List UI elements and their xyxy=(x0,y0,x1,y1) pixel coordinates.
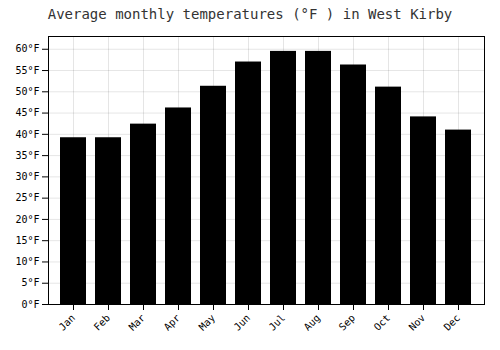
html-text:Average monthly temperatures (: Average monthly temperatures (°F ) in We… xyxy=(47,6,453,22)
svg-text:35°F: 35°F xyxy=(15,150,39,161)
svg-text:Sep: Sep xyxy=(337,312,358,333)
svg-text:Oct: Oct xyxy=(372,312,393,333)
svg-text:Aug: Aug xyxy=(302,312,323,333)
svg-text:Feb: Feb xyxy=(92,312,113,333)
svg-text:45°F: 45°F xyxy=(15,107,39,118)
svg-text:40°F: 40°F xyxy=(15,129,39,140)
svg-text:Mar: Mar xyxy=(127,312,148,333)
svg-text:Apr: Apr xyxy=(162,312,183,333)
svg-text:Jun: Jun xyxy=(232,312,253,333)
svg-text:60°F: 60°F xyxy=(15,43,39,54)
svg-text:10°F: 10°F xyxy=(15,256,39,267)
svg-text:Jan: Jan xyxy=(57,312,78,333)
svg-text:20°F: 20°F xyxy=(15,214,39,225)
svg-text:Dec: Dec xyxy=(442,312,463,333)
svg-text:May: May xyxy=(197,312,218,333)
svg-text:Nov: Nov xyxy=(407,312,428,333)
svg-text:50°F: 50°F xyxy=(15,86,39,97)
svg-text:55°F: 55°F xyxy=(15,65,39,76)
svg-text:25°F: 25°F xyxy=(15,192,39,203)
svg-text:0°F: 0°F xyxy=(21,299,39,310)
svg-text:15°F: 15°F xyxy=(15,235,39,246)
svg-text:Jul: Jul xyxy=(267,312,288,333)
svg-text:30°F: 30°F xyxy=(15,171,39,182)
svg-text:5°F: 5°F xyxy=(21,277,39,288)
